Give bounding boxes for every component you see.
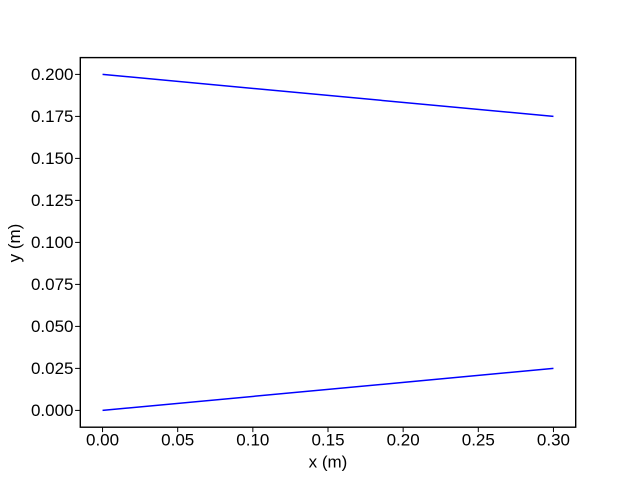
svg-text:0.075: 0.075: [31, 275, 74, 294]
svg-text:0.20: 0.20: [387, 431, 420, 450]
svg-text:0.10: 0.10: [236, 431, 269, 450]
svg-text:0.15: 0.15: [311, 431, 344, 450]
svg-text:0.00: 0.00: [86, 431, 119, 450]
svg-text:0.25: 0.25: [462, 431, 495, 450]
svg-text:0.200: 0.200: [31, 65, 74, 84]
svg-text:0.050: 0.050: [31, 317, 74, 336]
svg-text:y (m): y (m): [5, 224, 24, 263]
svg-text:0.05: 0.05: [161, 431, 194, 450]
svg-text:0.30: 0.30: [537, 431, 570, 450]
svg-text:0.175: 0.175: [31, 107, 74, 126]
svg-text:0.025: 0.025: [31, 359, 74, 378]
svg-text:0.125: 0.125: [31, 191, 74, 210]
svg-text:0.100: 0.100: [31, 233, 74, 252]
svg-text:0.150: 0.150: [31, 149, 74, 168]
svg-text:x (m): x (m): [309, 453, 348, 472]
svg-text:0.000: 0.000: [31, 401, 74, 420]
